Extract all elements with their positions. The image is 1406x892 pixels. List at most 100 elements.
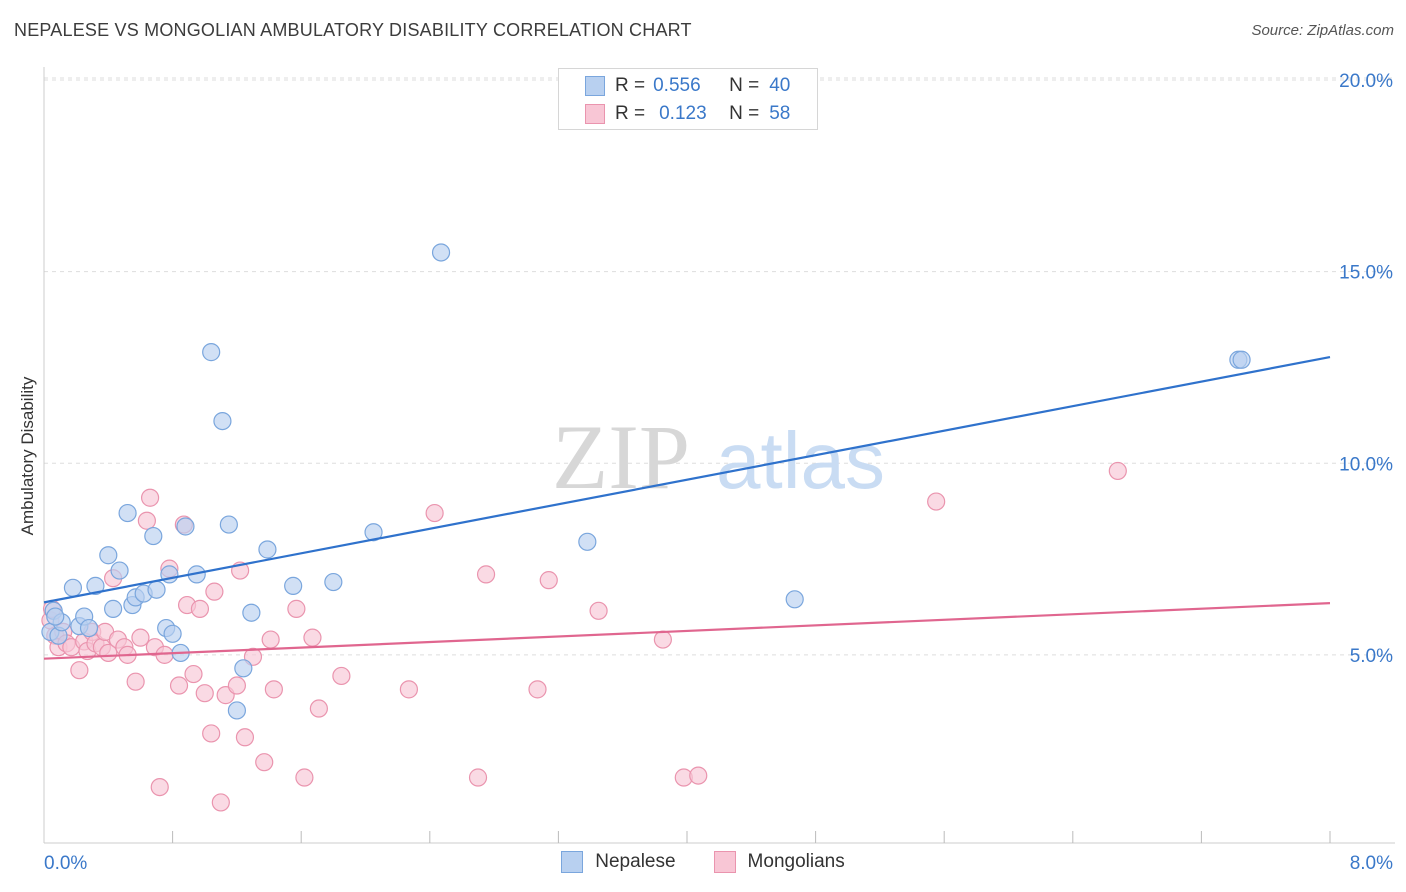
legend-row-mongolians: R = 0.123 N = 58 bbox=[585, 103, 790, 125]
nepalese-trend-line bbox=[43, 356, 1331, 604]
y-tick-label: 5.0% bbox=[1350, 646, 1393, 667]
nepalese-point bbox=[258, 540, 277, 559]
mongolians-point bbox=[195, 684, 214, 703]
mongolians-point bbox=[140, 488, 160, 507]
mongolians-point bbox=[131, 628, 150, 647]
mongolians-swatch bbox=[585, 104, 605, 124]
nepalese-point bbox=[1232, 350, 1251, 369]
nepalese-point bbox=[364, 523, 383, 542]
nepalese-point bbox=[431, 243, 451, 262]
nepalese-swatch bbox=[561, 851, 584, 873]
mongolians-point bbox=[303, 628, 322, 647]
nepalese-point bbox=[176, 517, 195, 536]
mongolians-point bbox=[169, 676, 189, 695]
mongolians-point bbox=[155, 645, 174, 664]
nepalese-point bbox=[213, 411, 232, 431]
mongolians-point bbox=[468, 768, 488, 787]
y-tick-label: 20.0% bbox=[1339, 71, 1393, 92]
mongolians-point bbox=[476, 565, 496, 584]
nepalese-point bbox=[104, 599, 123, 618]
nepalese-point bbox=[79, 618, 99, 638]
y-tick-label: 10.0% bbox=[1339, 454, 1393, 475]
mongolians-point bbox=[332, 666, 351, 686]
nepalese-point bbox=[147, 580, 166, 599]
nepalese-point bbox=[99, 546, 118, 565]
nepalese-n-value: 40 bbox=[769, 75, 791, 96]
mongolians-point bbox=[539, 571, 558, 590]
nepalese-swatch bbox=[585, 76, 605, 96]
mongolians-n-value: 58 bbox=[769, 103, 791, 124]
mongolians-point bbox=[137, 511, 156, 530]
mongolians-point bbox=[287, 599, 306, 618]
trend-lines bbox=[43, 356, 1331, 660]
watermark-atlas: atlas bbox=[716, 416, 885, 505]
mongolians-point bbox=[589, 601, 608, 620]
nepalese-points bbox=[41, 243, 1251, 720]
mongolians-point bbox=[227, 676, 246, 695]
mongolians-point bbox=[1108, 461, 1127, 481]
nepalese-point bbox=[86, 576, 105, 595]
mongolians-point bbox=[235, 728, 255, 747]
nepalese-point bbox=[46, 607, 65, 626]
mongolians-point bbox=[264, 680, 283, 699]
nepalese-point bbox=[284, 576, 303, 595]
nepalese-point bbox=[110, 561, 129, 580]
nepalese-point bbox=[578, 532, 597, 551]
legend-row-nepalese: R = 0.556 N = 40 bbox=[585, 75, 790, 97]
mongolians-point bbox=[255, 753, 274, 772]
mongolians-point bbox=[184, 664, 203, 684]
nepalese-point bbox=[202, 343, 221, 362]
mongolians-point bbox=[425, 503, 444, 523]
r-label: R = bbox=[615, 75, 646, 96]
x-tick-label-min: 0.0% bbox=[44, 853, 87, 874]
mongolians-point bbox=[202, 724, 221, 743]
mongolians-point bbox=[295, 768, 314, 787]
x-tick-label-max: 8.0% bbox=[1350, 853, 1393, 874]
nepalese-point bbox=[234, 659, 253, 678]
mongolians-legend-label: Mongolians bbox=[747, 851, 845, 872]
legend-item-mongolians: Mongolians bbox=[713, 851, 845, 873]
legend-item-nepalese: Nepalese bbox=[561, 851, 676, 873]
nepalese-point bbox=[63, 578, 83, 597]
mongolians-point bbox=[150, 777, 169, 797]
axes bbox=[43, 67, 1395, 844]
zipatlas-watermark: ZIP atlas bbox=[552, 406, 885, 508]
series-legend: Nepalese Mongolians bbox=[0, 851, 1406, 873]
nepalese-point bbox=[785, 590, 804, 609]
mongolians-r-value: 0.123 bbox=[659, 103, 707, 124]
nepalese-point bbox=[324, 572, 343, 592]
r-label: R = bbox=[615, 103, 646, 124]
mongolians-point bbox=[205, 582, 224, 601]
mongolians-point bbox=[211, 793, 230, 812]
watermark-zip: ZIP bbox=[552, 406, 690, 508]
nepalese-point bbox=[163, 624, 182, 643]
mongolians-point bbox=[927, 492, 946, 511]
mongolians-point bbox=[528, 680, 547, 699]
mongolians-point bbox=[653, 630, 672, 649]
tick-labels: 5.0% 10.0% 15.0% 20.0% 0.0% 8.0% bbox=[44, 71, 1393, 874]
mongolians-points bbox=[41, 461, 1127, 812]
nepalese-point bbox=[219, 515, 238, 534]
mongolians-point bbox=[309, 699, 328, 718]
nepalese-point bbox=[227, 701, 246, 720]
mongolians-point bbox=[399, 680, 419, 699]
stats-legend: R = 0.556 N = 40 R = 0.123 N = 58 bbox=[558, 68, 818, 130]
nepalese-r-value: 0.556 bbox=[653, 75, 701, 96]
chart-title: NEPALESE VS MONGOLIAN AMBULATORY DISABIL… bbox=[14, 20, 692, 40]
n-label: N = bbox=[729, 103, 760, 124]
n-label: N = bbox=[729, 75, 760, 96]
y-tick-label: 15.0% bbox=[1339, 263, 1393, 284]
mongolians-trend-line bbox=[43, 602, 1331, 660]
source-label: Source: ZipAtlas.com bbox=[1251, 22, 1394, 39]
nepalese-point bbox=[118, 503, 137, 523]
nepalese-point bbox=[242, 603, 261, 622]
nepalese-legend-label: Nepalese bbox=[595, 851, 676, 872]
nepalese-point bbox=[144, 526, 163, 546]
mongolians-point bbox=[261, 630, 280, 649]
mongolians-point bbox=[126, 672, 145, 691]
mongolians-point bbox=[190, 599, 210, 618]
mongolians-swatch bbox=[713, 851, 736, 873]
mongolians-point bbox=[689, 766, 708, 785]
mongolians-point bbox=[70, 661, 89, 680]
